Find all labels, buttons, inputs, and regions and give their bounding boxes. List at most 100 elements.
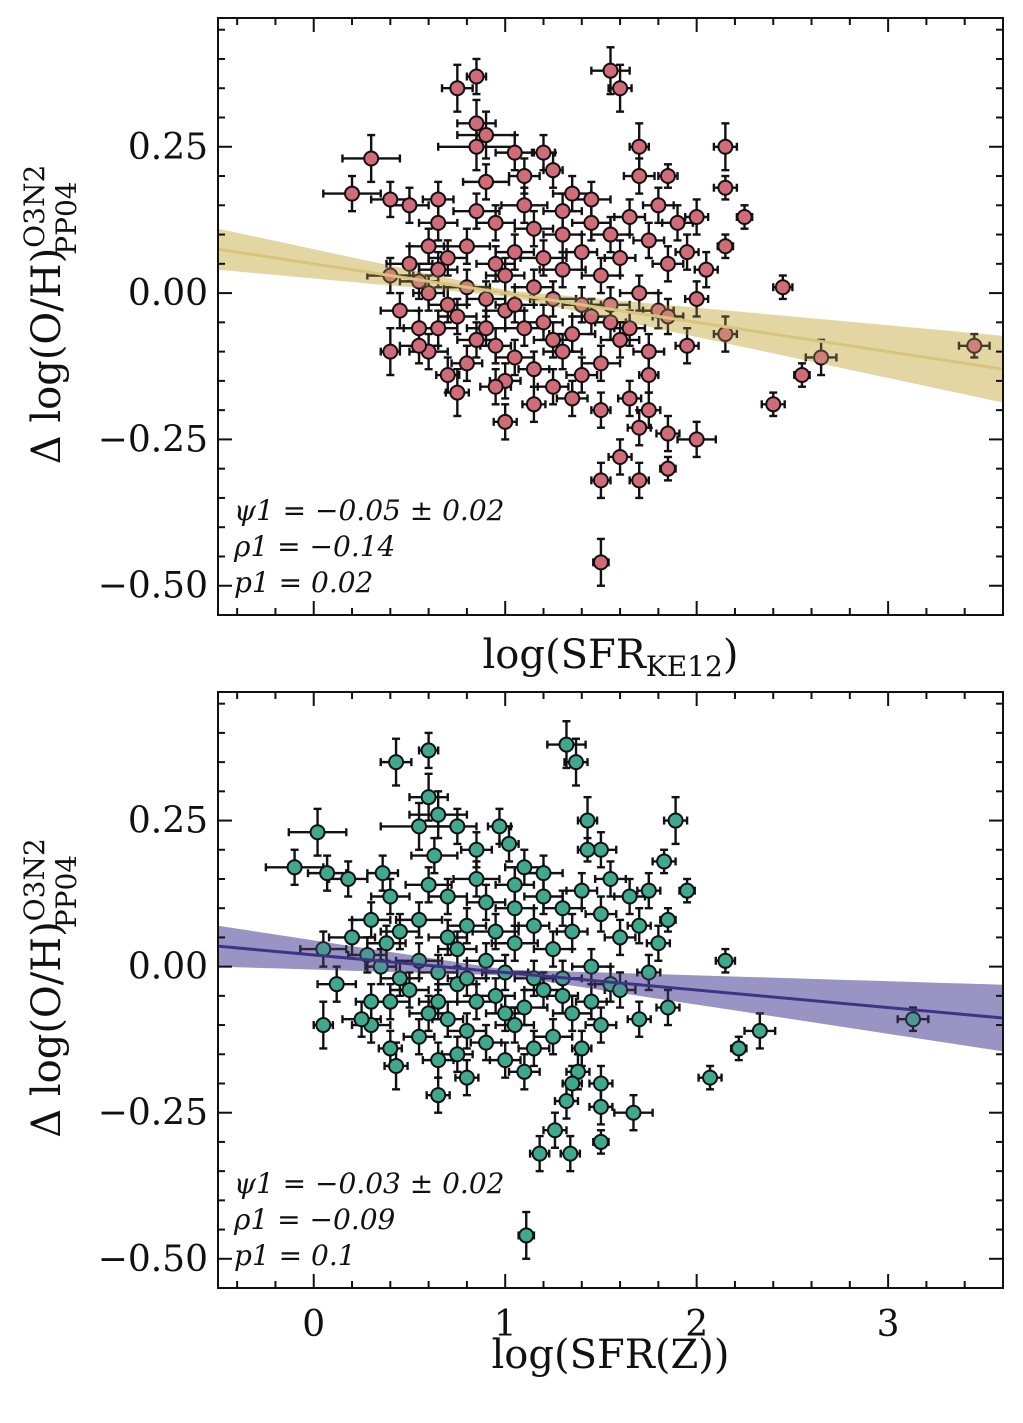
data-point [420, 742, 437, 759]
data-point [535, 249, 552, 266]
data-point [602, 62, 619, 79]
data-point [497, 1052, 514, 1069]
data-point [309, 824, 326, 841]
data-point [592, 841, 609, 858]
data-point [545, 331, 562, 348]
data-point [516, 168, 533, 185]
data-point [564, 326, 581, 343]
data-point [391, 970, 408, 987]
data-point [688, 209, 705, 225]
data-point [487, 214, 504, 231]
data-point [439, 929, 456, 946]
data-point [688, 290, 705, 307]
data-point [702, 1069, 719, 1086]
data-point [328, 976, 345, 993]
y-tick-label: −0.25 [98, 1093, 208, 1134]
data-point [583, 308, 600, 325]
data-point [564, 390, 581, 407]
data-point [478, 894, 495, 911]
data-point [382, 191, 399, 208]
data-point [401, 982, 418, 998]
fit-band-overlay [218, 228, 1003, 403]
data-point [717, 952, 734, 969]
data-point [545, 162, 562, 179]
x-ticks [236, 692, 1004, 1288]
data-points [286, 736, 922, 1244]
data-point [793, 367, 810, 384]
data-point [506, 296, 523, 313]
data-point [583, 191, 600, 208]
data-point [468, 331, 485, 348]
y-tick-label: −0.25 [98, 419, 208, 460]
data-point [573, 367, 590, 384]
data-point [487, 255, 504, 272]
data-point [506, 900, 523, 917]
data-point [621, 209, 638, 225]
data-point [468, 68, 485, 85]
stat-annotation: ρ1 = −0.14 [233, 530, 395, 563]
data-point [592, 1133, 609, 1150]
data-point [659, 168, 676, 185]
data-point [583, 214, 600, 231]
data-point [592, 906, 609, 923]
y-tick-label: −0.50 [98, 1239, 208, 1280]
data-point [388, 1057, 405, 1074]
data-point [420, 1005, 437, 1022]
data-point [659, 255, 676, 272]
data-point [286, 859, 303, 876]
data-point [554, 900, 571, 917]
data-point [420, 789, 437, 806]
data-point [535, 314, 552, 331]
data-point [659, 460, 676, 477]
data-point [621, 390, 638, 407]
fit-band-overlay [218, 925, 1003, 1052]
data-point [401, 255, 418, 272]
data-point [535, 865, 552, 882]
y-ticks [218, 702, 1003, 1289]
data-point [535, 144, 552, 161]
y-tick-label: 0.00 [128, 273, 208, 314]
data-point [813, 349, 830, 366]
data-point [564, 1075, 581, 1092]
data-point [612, 448, 629, 465]
data-point [426, 847, 443, 864]
data-point [449, 941, 466, 958]
data-point [458, 1022, 475, 1039]
data-point [401, 197, 418, 214]
data-point [554, 343, 571, 360]
data-point [765, 396, 782, 413]
data-point [344, 929, 361, 946]
data-point [439, 249, 456, 266]
data-point [501, 835, 518, 852]
data-point [621, 888, 638, 905]
data-point [688, 431, 705, 448]
data-point [631, 472, 648, 489]
data-point [640, 402, 657, 419]
data-point [656, 853, 673, 870]
data-point [449, 308, 466, 325]
data-point [468, 993, 485, 1010]
data-point [382, 888, 399, 905]
stat-annotation: ψ1 = −0.03 ± 0.02 [234, 1167, 504, 1200]
data-point [487, 337, 504, 354]
data-point [506, 935, 523, 952]
data-point [420, 238, 437, 255]
data-point [439, 888, 456, 905]
data-point [659, 999, 676, 1016]
data-point [374, 865, 391, 882]
y-tick-label: 0.00 [128, 947, 208, 988]
data-point [516, 1063, 533, 1080]
y-tick-label: 0.25 [128, 127, 208, 168]
data-point [506, 144, 523, 161]
data-point [411, 911, 428, 928]
data-point [382, 343, 399, 360]
data-point [545, 378, 562, 395]
data-point [478, 1034, 495, 1051]
data-point [487, 378, 504, 395]
data-point [592, 1098, 609, 1115]
data-point [545, 941, 562, 958]
x-ticks [236, 18, 1004, 615]
data-point [439, 1011, 456, 1028]
data-point [439, 296, 456, 313]
data-point [487, 923, 504, 940]
